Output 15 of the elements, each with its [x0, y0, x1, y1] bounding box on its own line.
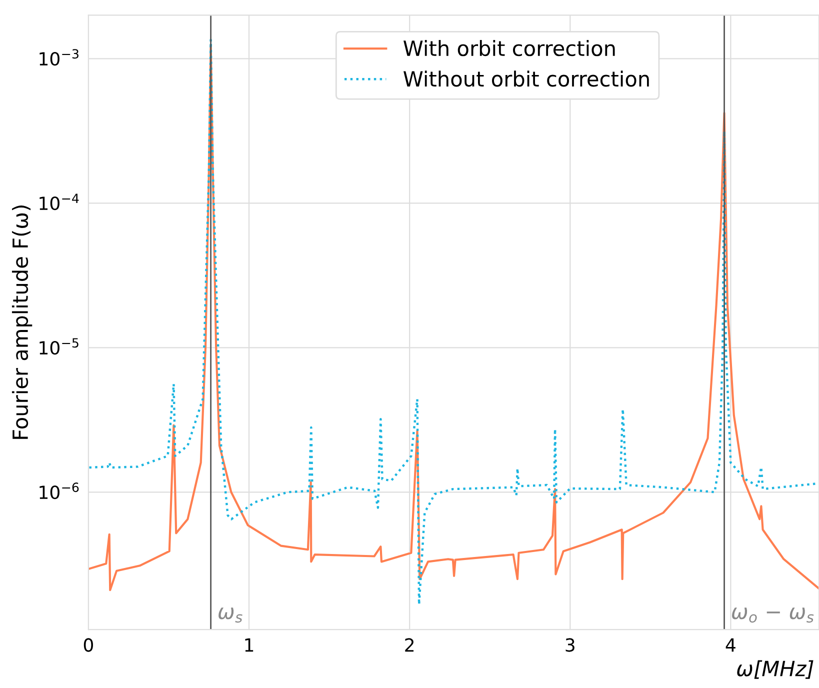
- x-tick-label: 0: [84, 638, 93, 652]
- y-tick-label: 10$^{−5}$: [40, 338, 78, 355]
- ref-line-label: ω$_{s}$: [218, 608, 242, 623]
- x-tick-label: 2: [405, 638, 414, 652]
- x-axis-title: ω[MHz]: [737, 660, 814, 679]
- x-tick-label: 1: [245, 638, 254, 652]
- y-tick-label: 10$^{−4}$: [40, 194, 79, 210]
- legend-label: Without orbit correction: [404, 70, 649, 87]
- y-axis-title: Fourier amplitude F(ω): [12, 206, 32, 439]
- legend-label: With orbit correction: [404, 40, 615, 56]
- y-tick-label: 10$^{−3}$: [40, 49, 78, 66]
- ref-line-label: ω$_{o}$ − ω$_{s}$: [732, 608, 814, 623]
- y-tick-label: 10$^{−6}$: [40, 482, 79, 500]
- x-tick-label: 4: [726, 638, 736, 652]
- x-tick-label: 3: [566, 638, 574, 652]
